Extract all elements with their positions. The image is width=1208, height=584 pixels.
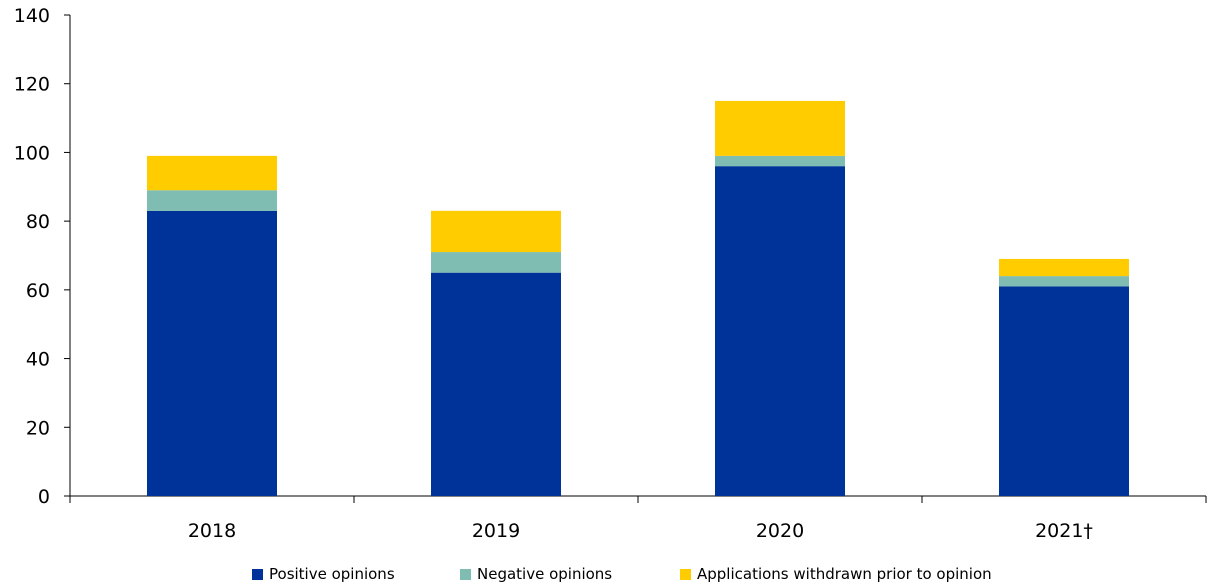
x-axis: 2018 2019 2020 2021†	[69, 495, 1207, 542]
legend: Positive opinions Negative opinions Appl…	[0, 565, 1208, 583]
y-tick-label: 20	[26, 417, 50, 439]
bar-segment-positive	[431, 272, 561, 496]
y-tick-label: 60	[26, 280, 50, 302]
bar-segment-withdrawn	[147, 155, 277, 191]
y-axis: 0 20 40 60 80 100 120 140	[14, 5, 71, 508]
legend-swatch-withdrawn	[680, 568, 691, 580]
y-tick-label: 100	[14, 142, 50, 164]
legend-item-positive: Positive opinions	[252, 565, 395, 583]
y-tick-label: 80	[26, 211, 50, 233]
bar-segment-positive	[147, 210, 277, 497]
bar-segment-positive	[999, 286, 1129, 496]
legend-item-withdrawn: Applications withdrawn prior to opinion	[680, 565, 992, 583]
bar-segment-withdrawn	[999, 258, 1129, 277]
bar-segment-negative	[147, 190, 277, 211]
bar-segment-negative	[715, 155, 845, 167]
y-tick-label: 140	[14, 5, 50, 27]
x-tick-label: 2021†	[1035, 520, 1093, 542]
x-tick-label: 2020	[756, 520, 804, 542]
legend-swatch-negative	[460, 568, 471, 580]
bars	[147, 100, 1129, 497]
legend-item-negative: Negative opinions	[460, 565, 612, 583]
bar-segment-withdrawn	[715, 100, 845, 156]
legend-label-withdrawn: Applications withdrawn prior to opinion	[697, 565, 992, 583]
x-tick-label: 2018	[188, 520, 236, 542]
legend-label-negative: Negative opinions	[477, 565, 613, 583]
bar-segment-positive	[715, 166, 845, 496]
legend-label-positive: Positive opinions	[269, 565, 395, 583]
y-tick-label: 120	[14, 74, 50, 96]
bar-segment-withdrawn	[431, 210, 561, 253]
x-tick-label: 2019	[472, 520, 520, 542]
legend-swatch-positive	[252, 568, 263, 580]
y-tick-label: 40	[26, 349, 50, 371]
bar-segment-negative	[999, 276, 1129, 287]
bar-segment-negative	[431, 252, 561, 273]
y-tick-label: 0	[38, 486, 50, 508]
